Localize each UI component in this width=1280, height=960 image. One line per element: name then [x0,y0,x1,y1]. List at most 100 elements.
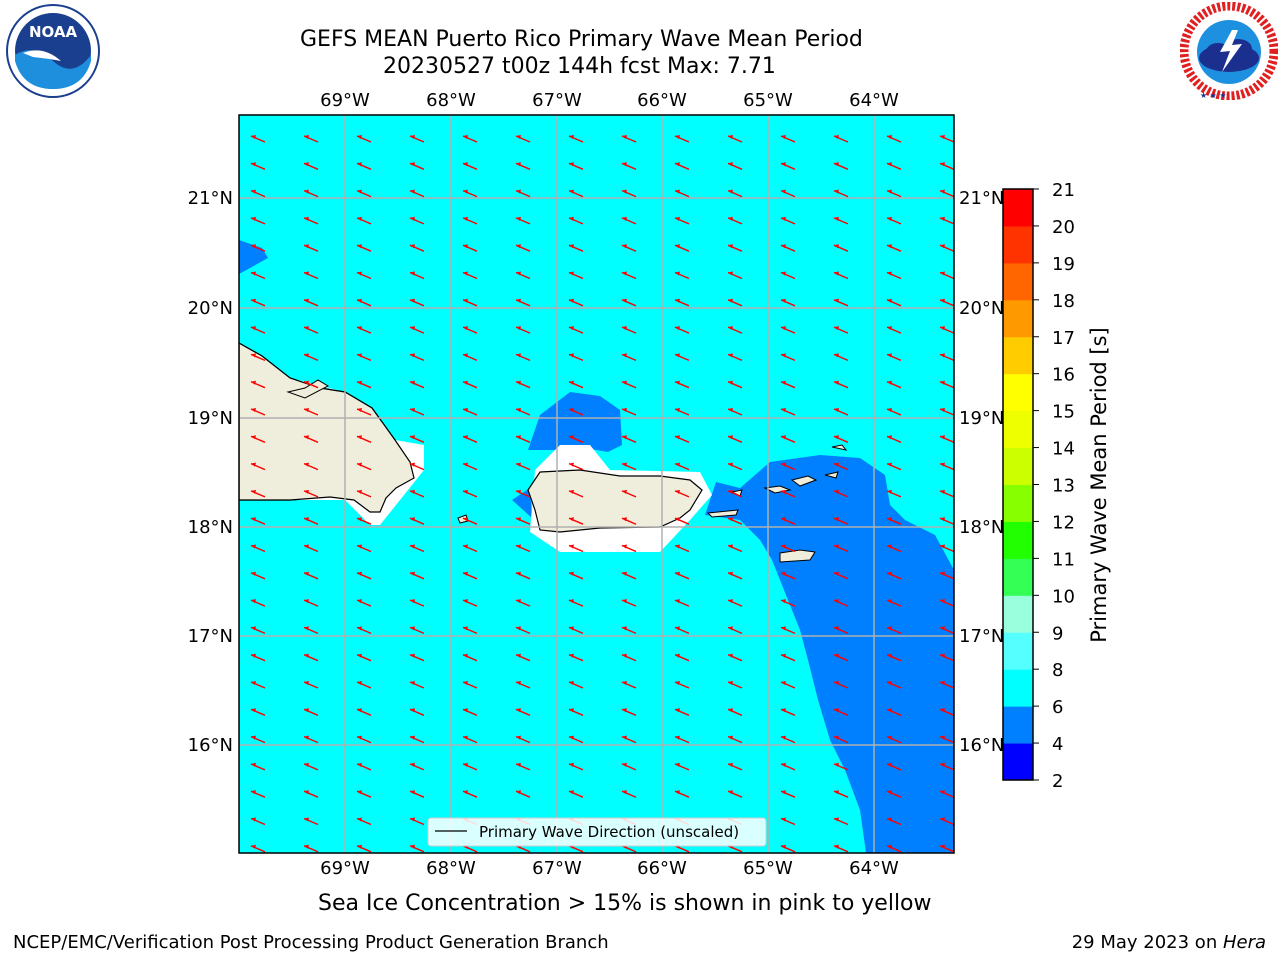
wave-arrow-head [940,435,945,440]
wave-arrow-head [251,489,256,494]
wave-arrow-head [728,435,733,440]
wave-arrow-head [728,681,733,685]
lat-label-left: 18°N [188,517,233,538]
wave-arrow-head [675,517,680,522]
wave-arrow-head [304,489,309,494]
wave-arrow-head [569,216,574,221]
wave-arrow-head [357,162,362,167]
wave-arrow-head [463,189,468,194]
wave-arrow-head [516,435,521,440]
wave-arrow-head [940,408,945,412]
wave-arrow-head [675,544,680,549]
wave-arrow-head [781,435,786,440]
colorbar [1003,189,1033,781]
wave-arrow-head [728,353,733,358]
colorbar-tick-label: 11 [1052,549,1075,570]
wave-arrow-head [569,189,574,194]
wave-arrow-head [781,135,786,139]
wave-arrow-head [675,353,680,358]
wave-arrow-head [516,189,521,194]
wave-arrow-head [675,462,680,467]
lon-label-bottom: 69°W [320,858,370,879]
wave-arrow-head [728,380,733,385]
wave-arrow-head [516,271,521,276]
wave-arrow-head [622,216,627,221]
wave-arrow-head [251,326,256,331]
wave-arrow-head [887,435,892,440]
wave-arrow-head [569,708,574,713]
wave-arrow-head [304,626,309,631]
wave-arrow-head [728,735,733,740]
wave-arrow-head [410,135,415,139]
wave-arrow-head [622,599,627,604]
wave-arrow-head [410,844,415,849]
lon-label-top: 69°W [320,90,370,111]
wave-arrow-head [781,353,786,358]
wave-arrow-head [516,353,521,358]
wave-arrow-head [622,489,627,494]
wave-arrow-head [516,326,521,331]
wave-arrow-head [251,380,256,385]
wave-arrow-head [463,216,468,221]
wave-arrow-head [940,298,945,303]
wave-arrow-head [781,408,786,412]
wave-arrow-head [304,135,309,139]
wave-arrow-head [569,571,574,576]
colorbar-bin [1003,299,1033,338]
colorbar-bin [1003,189,1033,227]
wave-arrow-head [304,599,309,604]
wave-arrow-head [887,326,892,331]
lon-label-top: 68°W [426,90,476,111]
wave-arrow-head [940,599,945,604]
wave-arrow-head [357,735,362,740]
wave-arrow-head [304,380,309,385]
wave-arrow-head [569,408,574,412]
wave-arrow-head [357,216,362,221]
wave-arrow-head [463,380,468,385]
wave-arrow-head [463,708,468,713]
lon-label-bottom: 68°W [426,858,476,879]
wave-arrow-head [675,326,680,331]
wave-arrow-head [410,544,415,549]
colorbar-bin [1003,410,1033,449]
wave-arrow-head [569,244,574,249]
wave-arrow-head [569,326,574,331]
lon-label-bottom: 64°W [849,858,899,879]
wave-arrow-head [940,216,945,221]
wave-arrow-head [887,462,892,467]
wave-arrow-head [834,626,839,631]
colorbar-tick-label: 16 [1052,365,1075,386]
wave-arrow-head [728,708,733,713]
wave-arrow-head [463,735,468,740]
wave-arrow-head [675,380,680,385]
wave-arrow-head [781,844,786,849]
wave-arrow-head [622,653,627,658]
wave-arrow-head [675,653,680,658]
map-frame [238,114,955,854]
wave-arrow-head [728,626,733,631]
wave-arrow-head [410,189,415,194]
wave-arrow-head [887,599,892,604]
wave-arrow-head [887,544,892,549]
wave-arrow-head [463,489,468,494]
wave-arrow-head [834,353,839,358]
wave-arrow-head [834,135,839,139]
wave-arrow-head [304,817,309,822]
wave-arrow-head [834,653,839,658]
wave-arrow-head [728,162,733,167]
wave-arrow-head [569,762,574,767]
colorbar-tick-label: 17 [1052,328,1075,349]
wave-arrow-head [251,571,256,576]
wave-arrow-head [357,244,362,249]
wave-arrow-head [357,298,362,303]
wave-arrow-head [781,326,786,331]
colorbar-bin [1003,743,1033,781]
wave-arrow-head [834,435,839,440]
nws-logo: ★ ★ ★ [1180,2,1278,100]
wave-arrow-head [516,790,521,795]
wave-arrow-head [622,326,627,331]
wave-arrow-head [569,435,574,440]
wave-arrow-head [463,162,468,167]
wave-arrow-head [834,298,839,303]
wave-arrow-head [463,353,468,358]
